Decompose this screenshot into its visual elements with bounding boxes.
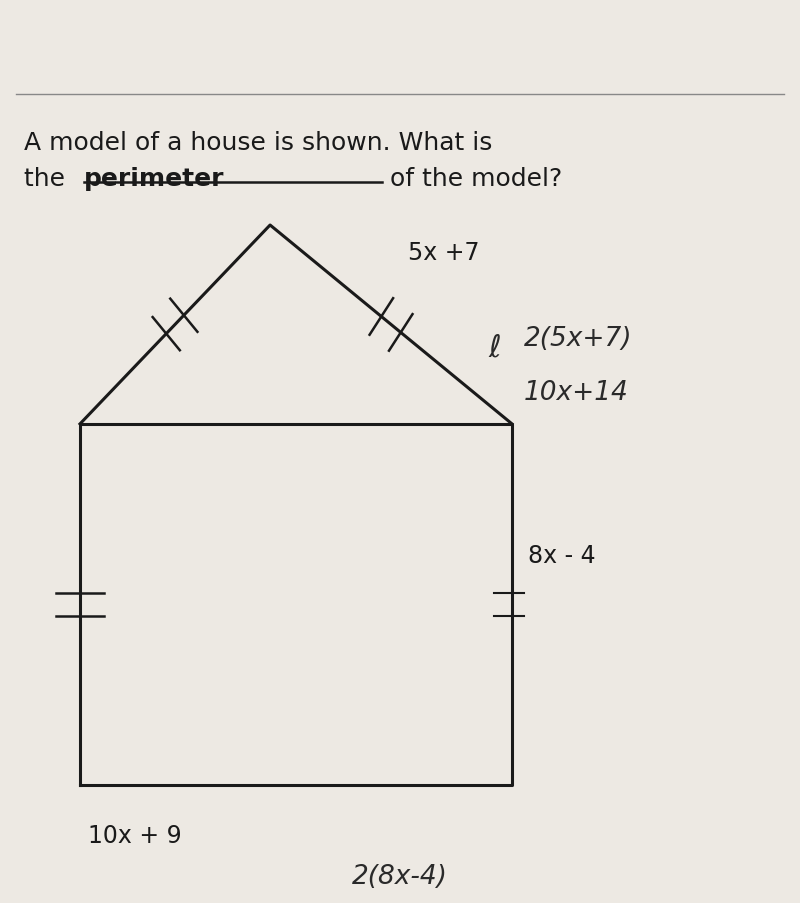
Text: 8x - 4: 8x - 4 xyxy=(528,544,596,567)
Text: 5x +7: 5x +7 xyxy=(408,241,479,265)
Text: the: the xyxy=(24,167,73,191)
Text: 2(5x+7): 2(5x+7) xyxy=(524,326,633,351)
Text: 2(8x-4): 2(8x-4) xyxy=(352,863,448,889)
Text: ℓ: ℓ xyxy=(488,333,501,362)
Text: A model of a house is shown. What is: A model of a house is shown. What is xyxy=(24,131,492,155)
Text: perimeter: perimeter xyxy=(84,167,225,191)
Text: 10x + 9: 10x + 9 xyxy=(88,824,182,847)
Text: of the model?: of the model? xyxy=(382,167,562,191)
Text: 10x+14: 10x+14 xyxy=(524,380,629,405)
